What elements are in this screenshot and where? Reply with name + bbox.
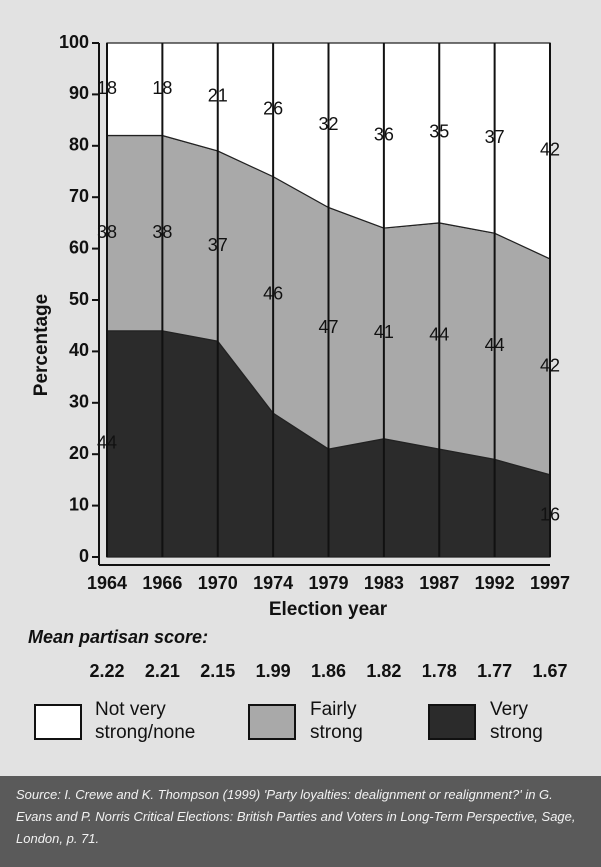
data-label: 36 [374,124,394,144]
data-label: 37 [485,127,505,147]
y-tick-label: 0 [79,546,89,566]
score-label: 1.77 [477,661,512,681]
data-label: 38 [152,222,172,242]
legend-label: Not very strong/none [95,699,196,743]
x-tick-label: 1979 [308,573,348,593]
x-tick-label: 1970 [198,573,238,593]
x-tick-label: 1964 [87,573,127,593]
data-label: 21 [208,86,228,106]
source-note: Source: I. Crewe and K. Thompson (1999) … [0,776,601,867]
data-label: 38 [97,222,117,242]
y-tick-label: 40 [69,340,89,360]
data-label: 44 [485,335,505,355]
y-tick-label: 10 [69,494,89,514]
y-tick-label: 100 [59,32,89,52]
chart: Percentage Election year Mean partisan s… [28,32,570,681]
x-tick-label: 1997 [530,573,570,593]
x-tick-label: 1974 [253,573,293,593]
legend-label: Fairly strong [310,699,363,743]
legend-swatch [248,704,296,740]
y-tick-label: 60 [69,237,89,257]
score-label: 1.86 [311,661,346,681]
legend-swatch [34,704,82,740]
data-label: 16 [540,505,560,525]
x-tick-label: 1987 [419,573,459,593]
x-tick-label: 1966 [142,573,182,593]
score-label: 1.82 [366,661,401,681]
data-label: 41 [374,322,394,342]
data-label: 47 [318,317,338,337]
x-tick-label: 1992 [475,573,515,593]
data-label: 35 [429,122,449,142]
data-label: 42 [540,356,560,376]
legend-swatch [428,704,476,740]
score-label: 2.22 [89,661,124,681]
score-label: 1.67 [532,661,567,681]
data-label: 26 [263,99,283,119]
score-label: 2.15 [200,661,235,681]
score-label: 1.78 [422,661,457,681]
x-axis-label: Election year [269,599,388,620]
score-title: Mean partisan score: [28,627,208,647]
y-tick-label: 80 [69,135,89,155]
data-label: 46 [263,284,283,304]
data-label: 44 [97,433,117,453]
score-label: 1.99 [256,661,291,681]
y-tick-label: 30 [69,392,89,412]
data-label: 32 [318,114,338,134]
y-tick-label: 50 [69,289,89,309]
y-tick-label: 70 [69,186,89,206]
y-axis-label: Percentage [31,294,52,396]
data-label: 42 [540,140,560,160]
score-label: 2.21 [145,661,180,681]
data-label: 44 [429,325,449,345]
y-tick-label: 20 [69,443,89,463]
x-tick-label: 1983 [364,573,404,593]
data-label: 18 [97,78,117,98]
data-label: 18 [152,78,172,98]
legend-label: Very strong [490,699,543,743]
y-tick-label: 90 [69,83,89,103]
data-label: 37 [208,235,228,255]
